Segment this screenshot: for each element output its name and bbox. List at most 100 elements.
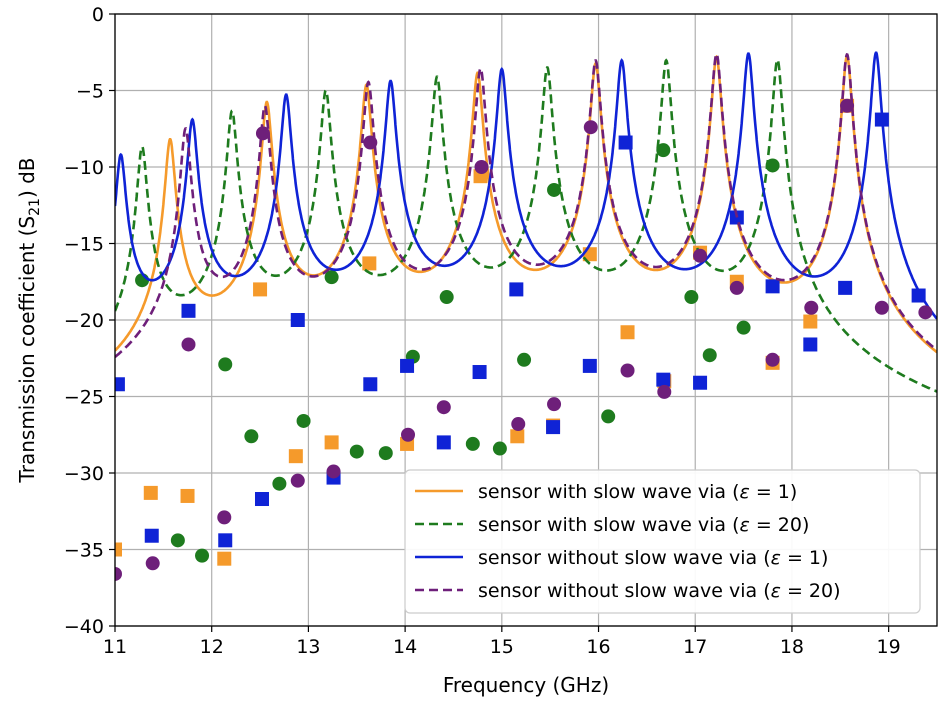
x-tick-label: 19 bbox=[877, 636, 901, 658]
series-2-marker bbox=[517, 352, 532, 367]
series-4-marker bbox=[547, 397, 562, 412]
legend: sensor with slow wave via (ε = 1) sensor … bbox=[404, 469, 921, 614]
series-3-marker bbox=[115, 377, 125, 392]
series-2-marker bbox=[736, 320, 751, 335]
series-3-marker bbox=[546, 420, 561, 435]
x-tick-label: 14 bbox=[393, 636, 417, 658]
series-4-marker bbox=[804, 300, 819, 315]
series-3-marker bbox=[472, 365, 487, 380]
series-2-marker bbox=[218, 357, 233, 372]
series-4-marker bbox=[583, 120, 598, 135]
legend-box bbox=[404, 469, 921, 614]
ticks: 11 12 13 14 15 16 17 18 19 0 −5 −10 −15 −20 −25 −30 −35 −… bbox=[64, 4, 901, 658]
series-3-marker bbox=[911, 288, 926, 303]
series-4-marker bbox=[145, 556, 160, 571]
y-tick-label: −30 bbox=[64, 463, 104, 485]
series-1-marker bbox=[510, 429, 525, 444]
series-4-marker bbox=[115, 566, 122, 581]
series-3-marker bbox=[582, 358, 597, 373]
series-line-4 bbox=[115, 51, 937, 359]
series-2-marker bbox=[601, 409, 616, 424]
x-tick-label: 12 bbox=[200, 636, 224, 658]
x-axis-title: Frequency (GHz) bbox=[443, 673, 609, 697]
series-2-marker bbox=[244, 429, 259, 444]
series-1-marker bbox=[217, 551, 232, 566]
series-4-marker bbox=[840, 98, 855, 113]
series-3-marker bbox=[803, 337, 818, 352]
series-4-marker bbox=[620, 363, 635, 378]
series-2-marker bbox=[349, 444, 364, 459]
y-tick-label: 0 bbox=[92, 4, 104, 26]
legend-label-2: sensor with slow wave via (ε = 20) bbox=[478, 514, 809, 536]
series-3-marker bbox=[363, 377, 378, 392]
legend-label-4: sensor without slow wave via (ε = 20) bbox=[478, 580, 841, 602]
series-4-marker bbox=[918, 305, 933, 320]
series-3-marker bbox=[765, 279, 780, 294]
series-2-marker bbox=[465, 436, 480, 451]
series-4-marker bbox=[436, 400, 451, 415]
series-3-marker bbox=[400, 358, 415, 373]
x-tick-label: 18 bbox=[780, 636, 804, 658]
series-3-marker bbox=[218, 533, 233, 548]
series-1-marker bbox=[143, 485, 158, 500]
series-3-marker bbox=[874, 112, 889, 127]
series-2-marker bbox=[684, 290, 699, 305]
legend-label-3: sensor without slow wave via (ε = 1) bbox=[478, 547, 828, 569]
series-4-marker bbox=[363, 135, 378, 150]
series-4-marker bbox=[401, 427, 416, 442]
series-2-marker bbox=[702, 348, 717, 363]
x-tick-label: 13 bbox=[296, 636, 320, 658]
x-tick-label: 17 bbox=[683, 636, 707, 658]
series-line-3 bbox=[115, 51, 937, 320]
x-tick-label: 15 bbox=[490, 636, 514, 658]
series-3-marker bbox=[656, 372, 671, 387]
series-3-marker bbox=[618, 135, 633, 150]
series-2-marker bbox=[195, 548, 210, 563]
series-4-marker bbox=[729, 280, 744, 295]
y-tick-label: −10 bbox=[64, 157, 104, 179]
series-line-2 bbox=[115, 58, 937, 393]
series-1-marker bbox=[115, 542, 122, 557]
y-tick-label: −5 bbox=[76, 81, 104, 103]
series-4-marker bbox=[657, 384, 672, 399]
y-tick-label: −20 bbox=[64, 310, 104, 332]
y-tick-label: −35 bbox=[64, 540, 104, 562]
series-3-marker bbox=[693, 375, 708, 390]
y-tick-label: −40 bbox=[64, 616, 104, 638]
y-tick-label: −25 bbox=[64, 387, 104, 409]
series-2-marker bbox=[765, 158, 780, 173]
x-tick-label: 11 bbox=[103, 636, 127, 658]
series-2-marker bbox=[492, 441, 507, 456]
series-1-marker bbox=[362, 256, 377, 271]
series-1-marker bbox=[803, 314, 818, 329]
series-3-marker bbox=[838, 280, 853, 295]
series-1-marker bbox=[253, 282, 268, 297]
series-2-marker bbox=[656, 143, 671, 158]
series-3-marker bbox=[436, 435, 451, 450]
series-3-marker bbox=[290, 313, 305, 327]
series-3-marker bbox=[181, 303, 196, 318]
series-layer bbox=[115, 51, 937, 581]
series-3-marker bbox=[509, 282, 524, 297]
series-4-marker bbox=[511, 417, 526, 432]
series-3-marker bbox=[144, 528, 159, 543]
series-4-marker bbox=[874, 300, 889, 315]
series-2-marker bbox=[547, 182, 562, 197]
series-1-marker bbox=[288, 449, 303, 464]
series-4-marker bbox=[474, 160, 489, 174]
series-3-marker bbox=[254, 492, 269, 507]
series-2-marker bbox=[296, 413, 311, 428]
y-axis-title-subscript: 21 bbox=[27, 198, 43, 216]
y-tick-label: −15 bbox=[64, 234, 104, 256]
series-line-1 bbox=[115, 54, 937, 354]
series-4-marker bbox=[693, 248, 708, 263]
y-axis-title: Transmission coefficient (S21) dB bbox=[15, 157, 43, 483]
series-4-marker bbox=[255, 126, 270, 141]
series-4-marker bbox=[290, 473, 305, 488]
series-1-marker bbox=[180, 488, 195, 503]
x-tick-label: 16 bbox=[586, 636, 610, 658]
series-4-marker bbox=[765, 352, 780, 367]
series-4-marker bbox=[181, 337, 196, 352]
